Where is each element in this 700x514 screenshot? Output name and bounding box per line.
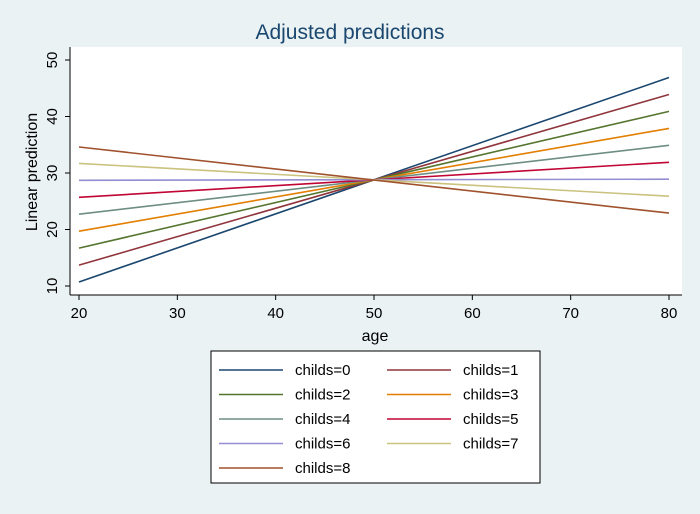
legend-label-7: childs=7 [463, 436, 518, 453]
x-tick-label-70: 70 [562, 305, 579, 322]
legend-label-6: childs=6 [295, 436, 350, 453]
legend-label-8: childs=8 [295, 460, 350, 477]
axes-layer: 20 30 40 50 60 70 80 10 20 30 40 50 [44, 47, 682, 322]
y-axis-label: Linear prediction [24, 113, 41, 231]
x-axis-label: age [362, 328, 389, 345]
legend-label-1: childs=1 [463, 362, 518, 379]
x-tick-label-50: 50 [366, 305, 383, 322]
y-tick-label-10: 10 [44, 278, 61, 295]
legend-label-5: childs=5 [463, 411, 518, 428]
legend-label-3: childs=3 [463, 387, 518, 404]
chart-title: Adjusted predictions [255, 21, 444, 44]
x-tick-label-20: 20 [71, 305, 88, 322]
y-tick-label-20: 20 [44, 221, 61, 238]
x-tick-label-60: 60 [464, 305, 481, 322]
x-tick-label-80: 80 [661, 305, 678, 322]
lines-layer [78, 76, 670, 283]
series-line-8 [78, 146, 670, 214]
legend: childs=0 childs=1 childs=2 childs=3 childs=4… [210, 350, 541, 484]
y-tick-label-50: 50 [44, 52, 61, 69]
plot-area [70, 47, 682, 295]
x-tick-label-40: 40 [267, 305, 284, 322]
x-tick-label-30: 30 [169, 305, 186, 322]
y-tick-label-30: 30 [44, 165, 61, 182]
legend-label-4: childs=4 [295, 411, 350, 428]
legend-label-2: childs=2 [295, 387, 350, 404]
legend-label-0: childs=0 [295, 362, 350, 379]
y-tick-label-40: 40 [44, 108, 61, 125]
legend-box [210, 350, 541, 484]
